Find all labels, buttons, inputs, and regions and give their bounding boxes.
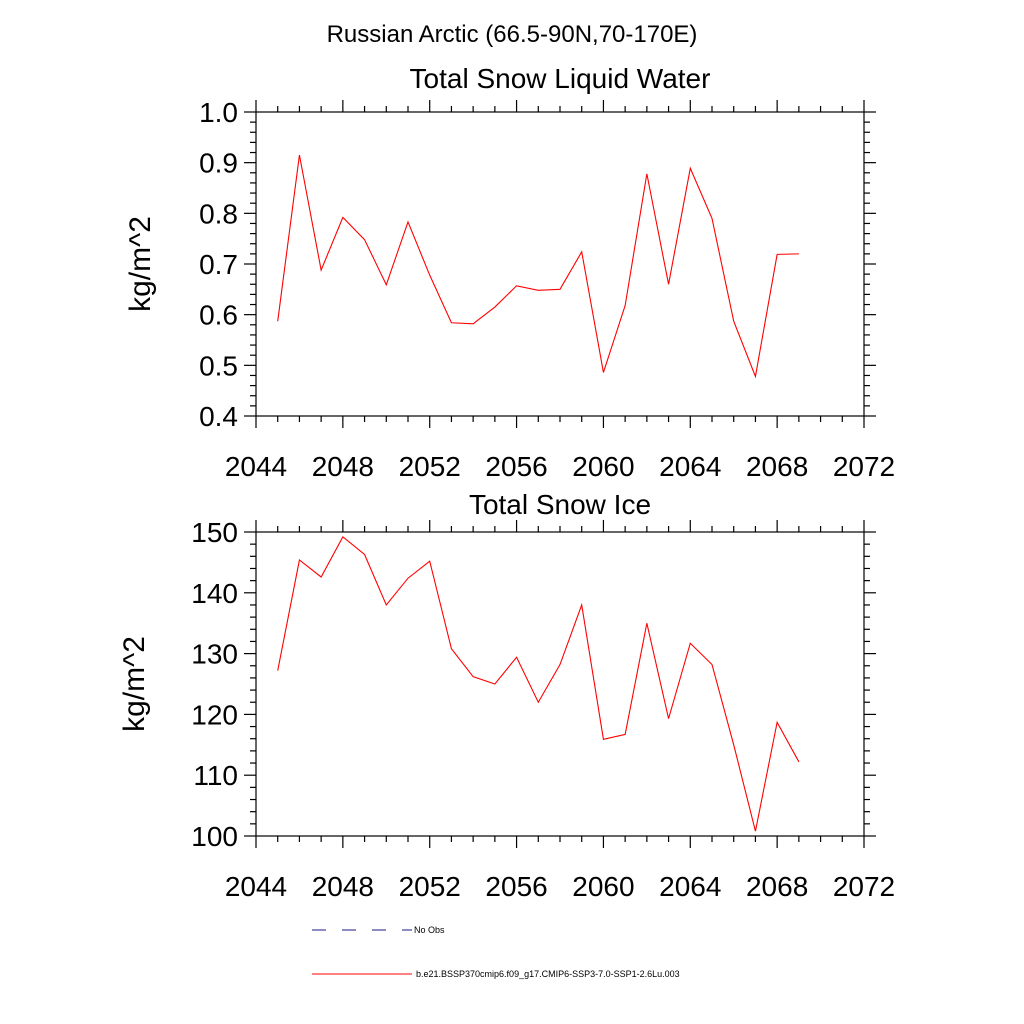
series-line	[277, 154, 799, 379]
chart-panels: Total Snow Liquid Water 2044 2048 2052 2056 2…	[118, 63, 895, 902]
y-axis-label: kg/m^2	[124, 216, 157, 312]
x-tick-label: 2052	[399, 451, 461, 482]
series-line	[277, 536, 800, 832]
legend-label: b.e21.BSSP370cmip6.f09_g17.CMIP6-SSP3-7.…	[416, 969, 680, 979]
y-tick-label: 0.4	[199, 401, 238, 432]
x-tick-label: 2044	[225, 451, 287, 482]
y-tick-label: 120	[191, 699, 238, 730]
x-tick-label: 2052	[399, 871, 461, 902]
plot-frame	[255, 531, 865, 837]
y-tick-label: 0.8	[199, 198, 238, 229]
x-tick-label: 2068	[746, 871, 808, 902]
y-tick-label: 1.0	[199, 97, 238, 128]
x-tick-label: 2072	[833, 871, 895, 902]
chart-title: Total Snow Liquid Water	[410, 63, 711, 94]
y-tick-label: 150	[191, 517, 238, 548]
x-tick-label: 2064	[659, 871, 721, 902]
x-tick-label: 2056	[485, 451, 547, 482]
x-tick-label: 2072	[833, 451, 895, 482]
y-tick-label: 0.7	[199, 249, 238, 280]
y-tick-label: 100	[191, 821, 238, 852]
y-tick-label: 110	[193, 760, 238, 791]
legend: No Obs b.e21.BSSP370cmip6.f09_g17.CMIP6-S…	[312, 925, 680, 979]
figure-suptitle: Russian Arctic (66.5-90N,70-170E)	[327, 21, 698, 48]
x-tick-label: 2060	[572, 871, 634, 902]
x-tick-label: 2068	[746, 451, 808, 482]
plot-frame	[255, 111, 865, 417]
x-tick-label: 2044	[225, 871, 287, 902]
y-tick-label: 0.5	[199, 350, 238, 381]
x-tick-label: 2064	[659, 451, 721, 482]
x-tick-label: 2048	[312, 451, 374, 482]
chart-panel-2: Total Snow Ice 2044 2048 2052 2056 2060 2064 20…	[118, 489, 895, 902]
y-tick-label: 0.6	[199, 300, 238, 331]
y-tick-label: 130	[191, 639, 238, 670]
y-tick-label: 0.9	[199, 148, 238, 179]
x-tick-label: 2056	[485, 871, 547, 902]
chart-title: Total Snow Ice	[469, 489, 651, 520]
x-tick-label: 2060	[572, 451, 634, 482]
legend-label: No Obs	[414, 925, 445, 935]
y-tick-label: 140	[191, 578, 238, 609]
y-axis-label: kg/m^2	[118, 636, 151, 732]
chart-panel-1: Total Snow Liquid Water 2044 2048 2052 2056 2…	[124, 63, 895, 482]
x-tick-label: 2048	[312, 871, 374, 902]
